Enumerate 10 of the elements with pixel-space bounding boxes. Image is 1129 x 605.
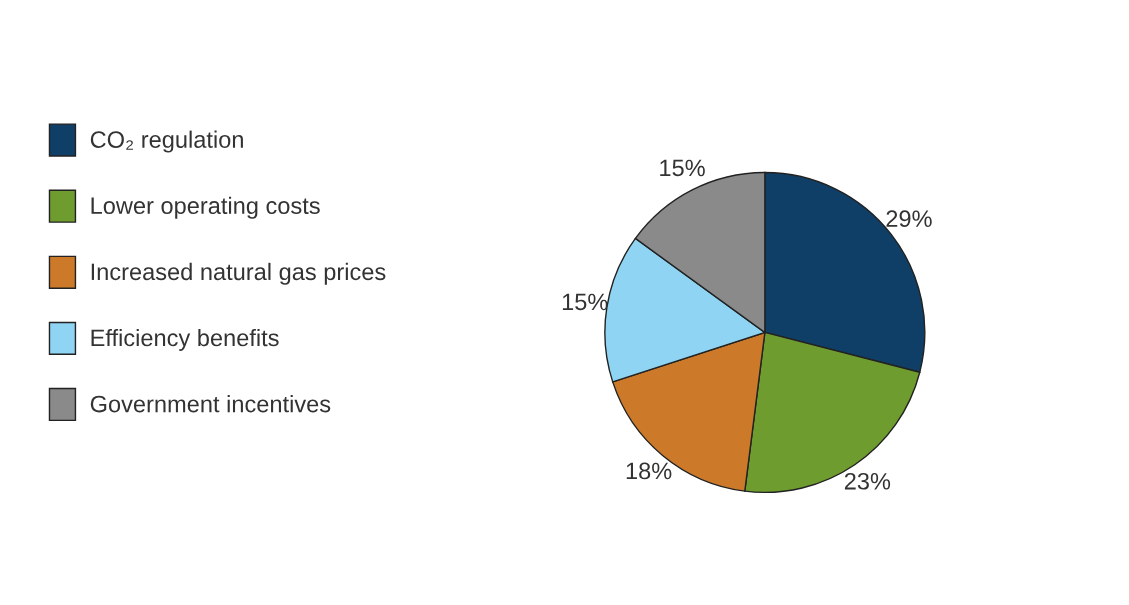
data-label: 23% <box>844 472 891 490</box>
legend-label: Increased natural gas prices <box>91 262 386 285</box>
legend-label: Government incentives <box>90 395 331 413</box>
data-label: 15% <box>562 293 608 311</box>
data-label: 15% <box>660 159 705 177</box>
legend-label: CO₂ regulation <box>90 130 243 153</box>
legend-label: Lower operating costs <box>91 196 320 219</box>
data-label: 29% <box>886 210 932 228</box>
data-label: 18% <box>626 462 672 480</box>
legend-label: Efficiency benefits <box>91 328 279 351</box>
